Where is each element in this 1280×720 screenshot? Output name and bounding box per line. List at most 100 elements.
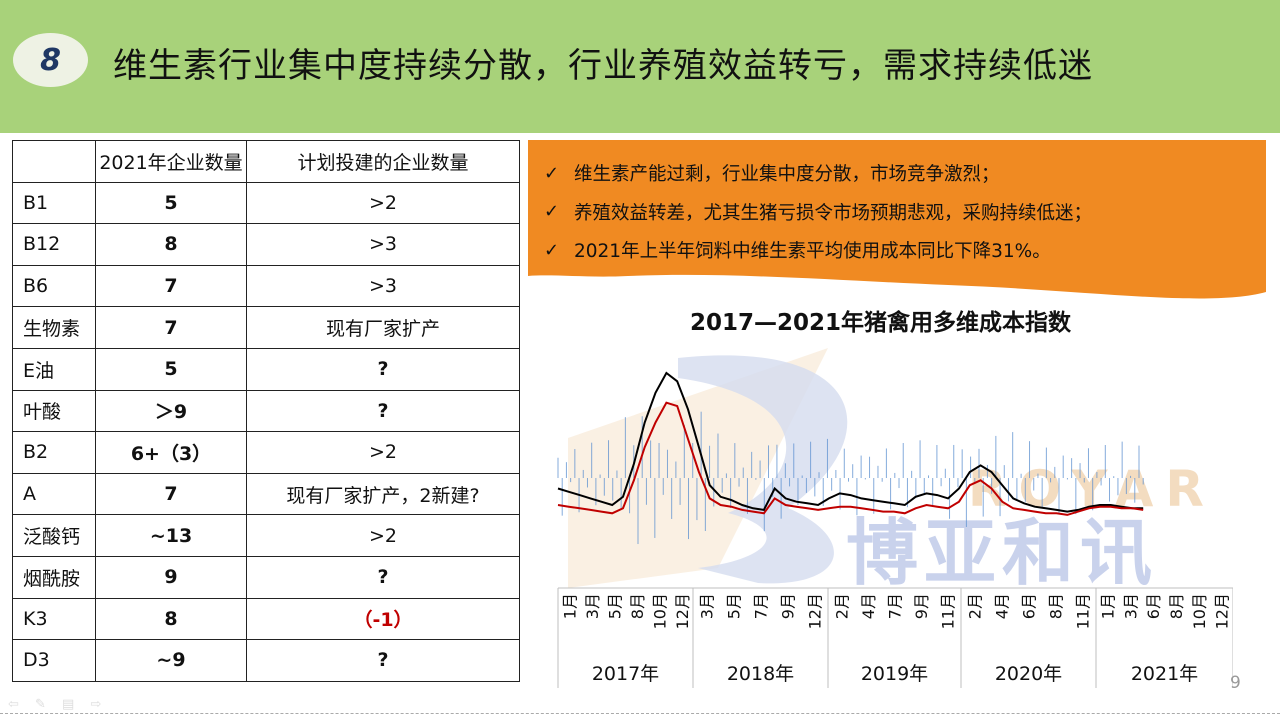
row-planned: ? <box>246 639 520 682</box>
row-planned: >2 <box>246 431 520 474</box>
month-tick-label: 8月 <box>1167 593 1186 619</box>
row-label: 叶酸 <box>12 389 96 433</box>
row-count: 8 <box>95 223 247 266</box>
header-cell-blank <box>12 140 96 183</box>
month-tick-label: 7月 <box>886 593 905 619</box>
row-label: E油 <box>12 347 96 391</box>
month-tick-label: 4月 <box>993 593 1012 619</box>
row-count: ~9 <box>95 639 247 682</box>
table-row: B6 7 >3 <box>12 264 520 308</box>
vitamin-table: 2021年企业数量 计划投建的企业数量 B1 5 >2 B12 8 >3 B6 7 >3 生物素 7… <box>12 140 520 682</box>
bullet-text: 2021年上半年饲料中维生素平均使用成本同比下降31%。 <box>574 241 1051 263</box>
bullet-text: 养殖效益转差，尤其生猪亏损令市场预期悲观，采购持续低迷； <box>574 202 1093 224</box>
row-count: 5 <box>95 347 247 391</box>
month-tick-label: 10月 <box>1190 593 1209 629</box>
chart-title: 2017—2021年猪禽用多维成本指数 <box>689 310 1072 336</box>
bullet-item: ✓ 2021年上半年饲料中维生素平均使用成本同比下降31%。 <box>544 231 1092 270</box>
month-tick-label: 12月 <box>1213 593 1232 629</box>
slide-title: 维生素行业集中度持续分散，行业养殖效益转亏，需求持续低迷 <box>113 46 1093 86</box>
row-label: B12 <box>12 223 96 266</box>
series-line <box>557 401 1144 516</box>
bullet-item: ✓ 养殖效益转差，尤其生猪亏损令市场预期悲观，采购持续低迷； <box>544 193 1092 232</box>
month-tick-label: 12月 <box>673 593 692 629</box>
year-label: 2018年 <box>727 663 794 685</box>
row-count: 7 <box>95 306 247 349</box>
month-tick-label: 3月 <box>1121 593 1140 619</box>
year-label: 2017年 <box>592 663 659 685</box>
month-tick-label: 5月 <box>605 593 624 619</box>
month-tick-label: 10月 <box>650 593 669 629</box>
row-count: 5 <box>95 181 247 225</box>
footer-line <box>0 713 1280 714</box>
watermark-cn: 博亚和讯 <box>846 511 1158 595</box>
table-row: D3 ~9? <box>12 639 520 682</box>
month-tick-label: 2月 <box>832 593 851 619</box>
year-label: 2019年 <box>861 663 928 685</box>
table-row: E油 5? <box>12 347 520 391</box>
month-tick-label: 5月 <box>725 593 744 619</box>
month-tick-label: 7月 <box>752 593 771 619</box>
row-label: B1 <box>12 181 96 225</box>
check-icon: ✓ <box>544 201 560 223</box>
row-label: 生物素 <box>12 306 96 349</box>
month-tick-label: 11月 <box>939 593 958 629</box>
row-planned: （-1） <box>246 597 520 641</box>
bullet-text: 维生素产能过剩，行业集中度分散，市场竞争激烈； <box>574 164 1000 186</box>
table-row: B1 5 >2 <box>12 181 520 225</box>
check-icon: ✓ <box>544 162 560 184</box>
month-tick-label: 9月 <box>912 593 931 619</box>
table-row: A 7 现有厂家扩产，2新建? <box>12 472 520 516</box>
row-planned: >3 <box>246 264 520 308</box>
section-number-badge: 8 <box>13 33 88 87</box>
table-row: B2 6+（3） >2 <box>12 431 520 474</box>
row-label: D3 <box>12 639 96 682</box>
year-label: 2021年 <box>1131 663 1198 685</box>
row-count: 8 <box>95 597 247 641</box>
series-lines <box>557 371 1144 516</box>
table-row: B12 8 >3 <box>12 223 520 266</box>
month-tick-label: 1月 <box>1098 593 1117 619</box>
table-row: 泛酸钙 ~13 >2 <box>12 514 520 557</box>
watermark-logo: ROYAR 博亚和讯 <box>568 348 1204 595</box>
row-label: K3 <box>12 597 96 641</box>
month-tick-label: 6月 <box>1020 593 1039 619</box>
month-tick-label: 8月 <box>1047 593 1066 619</box>
row-planned: 现有厂家扩产 <box>246 306 520 349</box>
year-label: 2020年 <box>995 663 1062 685</box>
row-planned: >2 <box>246 514 520 557</box>
row-count: 7 <box>95 264 247 308</box>
header-bar: 8 维生素行业集中度持续分散，行业养殖效益转亏，需求持续低迷 <box>0 0 1280 133</box>
row-label: 烟酰胺 <box>12 555 96 599</box>
month-tick-label: 3月 <box>698 593 717 619</box>
month-tick-label: 2月 <box>966 593 985 619</box>
table-header-row: 2021年企业数量 计划投建的企业数量 <box>12 140 520 183</box>
row-count: ＞9 <box>95 389 247 433</box>
row-label: 泛酸钙 <box>12 514 96 557</box>
series-line <box>557 371 1144 513</box>
check-icon: ✓ <box>544 239 560 261</box>
month-tick-label: 9月 <box>779 593 798 619</box>
row-planned: 现有厂家扩产，2新建? <box>246 472 520 516</box>
slide-nav-icons: ⇦ ✎ ▤ ⇨ <box>8 697 108 712</box>
row-count: ~13 <box>95 514 247 557</box>
row-planned: >3 <box>246 223 520 266</box>
row-count: 9 <box>95 555 247 599</box>
month-tick-label: 6月 <box>1144 593 1163 619</box>
row-count: 6+（3） <box>95 431 247 474</box>
month-tick-label: 1月 <box>560 593 579 619</box>
row-count: 7 <box>95 472 247 516</box>
bullet-item: ✓ 维生素产能过剩，行业集中度分散，市场竞争激烈； <box>544 154 1092 193</box>
page-number: 9 <box>1230 673 1241 693</box>
table-row: 叶酸 ＞9? <box>12 389 520 433</box>
month-tick-label: 8月 <box>628 593 647 619</box>
summary-banner: ✓ 维生素产能过剩，行业集中度分散，市场竞争激烈； ✓ 养殖效益转差，尤其生猪亏… <box>528 140 1266 302</box>
row-label: B2 <box>12 431 96 474</box>
table-row: K3 8 （-1） <box>12 597 520 641</box>
banner-shape <box>528 140 1266 299</box>
bullet-list: ✓ 维生素产能过剩，行业集中度分散，市场竞争激烈； ✓ 养殖效益转差，尤其生猪亏… <box>544 154 1092 270</box>
month-tick-label: 3月 <box>583 593 602 619</box>
row-planned: >2 <box>246 181 520 225</box>
header-cell-planned: 计划投建的企业数量 <box>246 140 520 183</box>
